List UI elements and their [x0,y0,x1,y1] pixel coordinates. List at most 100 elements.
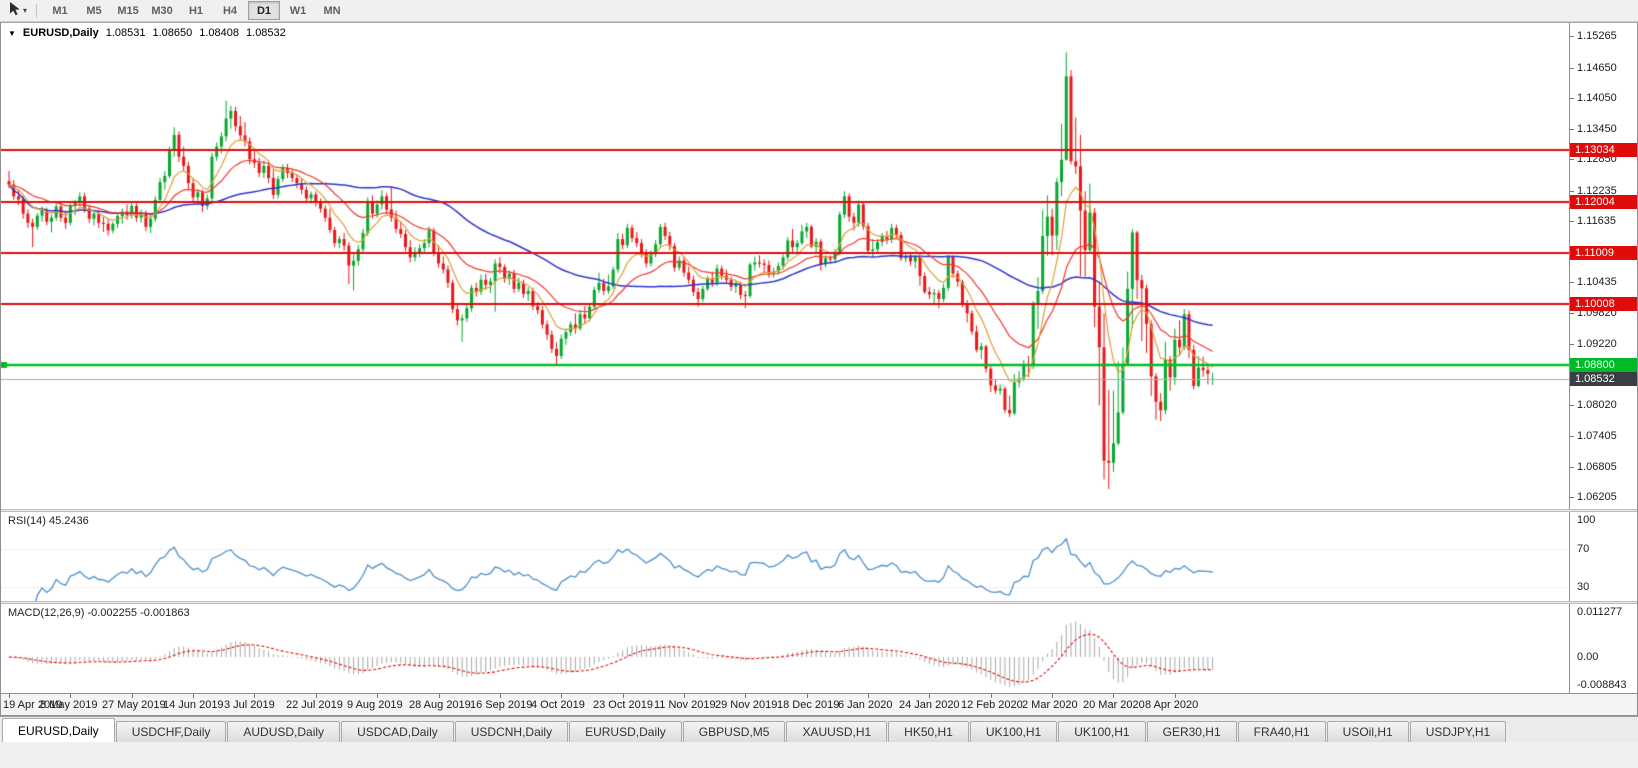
price-tick-label: 1.10435 [1577,276,1617,288]
time-axis-label: 11 Nov 2019 [654,699,716,711]
price-tick-label: 1.06205 [1577,491,1617,503]
time-tick-mark [9,694,10,698]
timeframe-button-m1[interactable]: M1 [52,4,68,17]
toolbar-separator [36,3,38,18]
ohlc-open: 1.08531 [105,27,146,39]
rsi-canvas[interactable] [1,512,1569,601]
time-axis-label: 3 Jul 2019 [224,699,275,711]
time-axis-label: 2 Mar 2020 [1022,699,1078,711]
timeframe-button-w1[interactable]: W1 [289,4,307,17]
pane-separator[interactable] [1,509,1637,512]
chart-tab-usdcnh-daily-4[interactable]: USDCNH,Daily [454,721,569,742]
price-tick-mark [1570,467,1574,468]
macd-pane: MACD(12,26,9) -0.002255 -0.001863 0.0112… [1,604,1637,693]
price-tick-mark [1570,159,1574,160]
timeframe-toolbar: ▾ M1 M5 M15 M30 H1 H4 D1 W1 MN [0,0,1638,22]
time-axis-label: 29 Nov 2019 [715,699,778,711]
time-axis-label: 8 May 2019 [40,699,98,711]
resistance-price-label: 1.10008 [1570,297,1637,311]
macd-axis-label: 0.00 [1577,651,1599,663]
ohlc-low: 1.08408 [199,27,240,39]
timeframe-button-m15[interactable]: M15 [117,4,139,17]
time-tick-mark [377,694,378,698]
macd-axis-label: 0.011277 [1577,606,1623,618]
chart-tab-usdjpy-h1-14[interactable]: USDJPY,H1 [1409,721,1507,742]
timeframe-button-d1[interactable]: D1 [248,1,281,20]
price-tick-mark [1570,36,1574,37]
pane-separator[interactable] [1,601,1637,604]
time-axis-label: 16 Sep 2019 [470,699,533,711]
timeframe-button-m5[interactable]: M5 [86,4,102,17]
macd-label: MACD(12,26,9) -0.002255 -0.001863 [8,607,190,619]
time-tick-mark [807,694,808,698]
macd-canvas[interactable] [1,604,1569,693]
timeframe-button-m30[interactable]: M30 [151,4,173,17]
price-tick-mark [1570,497,1574,498]
price-tick-label: 1.14650 [1577,62,1617,74]
chart-tab-ger30-h1-11[interactable]: GER30,H1 [1146,721,1237,742]
time-axis-label: 24 Jan 2020 [899,699,960,711]
time-axis-label: 8 Apr 2020 [1145,699,1199,711]
timeframe-button-h4[interactable]: H4 [222,4,238,17]
bottom-strip [0,742,1638,768]
chart-window-eurusd-daily: ▼ EURUSD,Daily 1.08531 1.08650 1.08408 1… [0,22,1638,716]
price-tick-label: 1.09220 [1577,338,1617,350]
price-tick-label: 1.08020 [1577,399,1617,411]
resistance-price-label: 1.13034 [1570,143,1637,157]
chart-tab-fra40-h1-12[interactable]: FRA40,H1 [1237,721,1326,742]
current-price-label: 1.08532 [1570,372,1637,386]
time-tick-mark [561,694,562,698]
time-tick-mark [684,694,685,698]
time-axis-label: 22 Jul 2019 [286,699,343,711]
price-tick-mark [1570,68,1574,69]
main-price-pane: ▼ EURUSD,Daily 1.08531 1.08650 1.08408 1… [1,23,1637,509]
time-tick-mark [1052,694,1053,698]
pointer-tool-button[interactable]: ▾ [5,1,30,20]
time-axis-label: 9 Aug 2019 [347,699,403,711]
time-axis-label: 18 Dec 2019 [777,699,840,711]
main-chart-canvas[interactable] [1,23,1569,509]
timeframe-button-mn[interactable]: MN [323,4,341,17]
time-tick-mark [132,694,133,698]
timeframe-buttons: M1 M5 M15 M30 H1 H4 D1 W1 MN [43,1,349,20]
macd-axis[interactable]: 0.011277 0.00 -0.008843 [1569,604,1637,693]
rsi-axis-label: 100 [1577,514,1596,526]
time-axis[interactable]: 19 Apr 2019 8 May 2019 27 May 2019 14 Jun 2… [1,693,1637,715]
chart-tab-uk100-h1-10[interactable]: UK100,H1 [1058,721,1146,742]
rsi-axis[interactable]: 100 70 30 [1569,512,1637,601]
time-tick-mark [70,694,71,698]
chart-tab-hk50-h1-8[interactable]: HK50,H1 [888,721,969,742]
chart-tab-xauusd-h1-7[interactable]: XAUUSD,H1 [786,721,888,742]
price-tick-mark [1570,98,1574,99]
time-tick-mark [439,694,440,698]
chart-collapse-arrow[interactable]: ▼ [8,28,16,38]
time-tick-mark [745,694,746,698]
ohlc-high: 1.08650 [152,27,193,39]
price-tick-mark [1570,221,1574,222]
timeframe-button-h1[interactable]: H1 [188,4,204,17]
chart-symbol-label: EURUSD,Daily [22,27,99,39]
price-axis[interactable]: 1.15265 1.14650 1.14050 1.13450 1.12850 1.122… [1569,23,1637,509]
chart-tab-usdcad-daily-3[interactable]: USDCAD,Daily [341,721,454,742]
time-axis-label: 14 Jun 2019 [163,699,224,711]
time-tick-mark [868,694,869,698]
chevron-down-icon: ▾ [23,6,28,15]
chart-tab-audusd-daily-2[interactable]: AUDUSD,Daily [227,721,341,742]
chart-tab-gbpusd-m5-6[interactable]: GBPUSD,M5 [682,721,786,742]
chart-tab-eurusd-daily-0[interactable]: EURUSD,Daily [2,718,115,742]
time-axis-label: 20 Mar 2020 [1083,699,1145,711]
time-axis-label: 12 Feb 2020 [961,699,1023,711]
support-price-label: 1.08800 [1570,358,1637,372]
chart-tab-uk100-h1-9[interactable]: UK100,H1 [969,721,1058,742]
time-tick-mark [623,694,624,698]
time-tick-mark [254,694,255,698]
chart-tab-eurusd-daily-5[interactable]: EURUSD,Daily [569,721,682,742]
time-tick-mark [316,694,317,698]
resistance-price-label: 1.11009 [1570,246,1637,260]
resistance-price-label: 1.12004 [1570,195,1637,209]
price-tick-label: 1.14050 [1577,92,1617,104]
chart-tab-usdchf-daily-1[interactable]: USDCHF,Daily [115,721,227,742]
chart-tab-usoil-h1-13[interactable]: USOil,H1 [1326,721,1409,742]
price-tick-label: 1.06805 [1577,461,1617,473]
time-tick-mark [1175,694,1176,698]
